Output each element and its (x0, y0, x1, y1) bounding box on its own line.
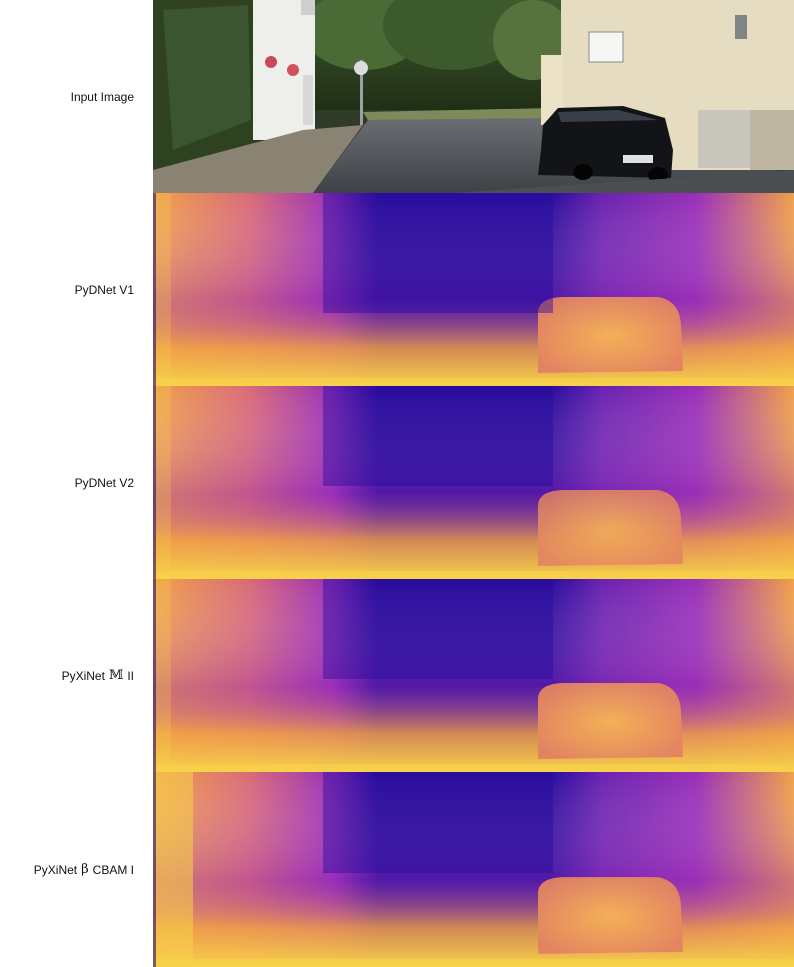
row-label-symbol: β (81, 862, 89, 877)
depth-map (153, 386, 794, 579)
depth-map (153, 579, 794, 772)
row-label: Input Image (0, 0, 140, 193)
row-label-suffix: II (127, 668, 134, 683)
row-pydnet-v1: PyDNet V1 (0, 193, 794, 386)
row-pyxinet-beta-cbam-i: PyXiNet β CBAM I (0, 772, 794, 967)
depth-map (153, 193, 794, 386)
row-label-text: Input Image (70, 89, 134, 104)
row-label-prefix: PyXiNet (61, 668, 105, 683)
row-label-symbol: 𝕄 (108, 668, 124, 683)
row-label-suffix: CBAM I (92, 862, 134, 877)
row-input-image: Input Image (0, 0, 794, 193)
row-pyxinet-m-ii: PyXiNet 𝕄 II (0, 579, 794, 772)
row-label-text: PyDNet V2 (74, 475, 134, 490)
row-label: PyDNet V2 (0, 386, 140, 579)
row-label-text: PyDNet V1 (74, 282, 134, 297)
row-label: PyXiNet β CBAM I (0, 772, 140, 967)
row-label: PyDNet V1 (0, 193, 140, 386)
input-photo (153, 0, 794, 193)
depth-map (153, 772, 794, 967)
row-label: PyXiNet 𝕄 II (0, 579, 140, 772)
row-pydnet-v2: PyDNet V2 (0, 386, 794, 579)
row-label-prefix: PyXiNet (33, 862, 78, 877)
